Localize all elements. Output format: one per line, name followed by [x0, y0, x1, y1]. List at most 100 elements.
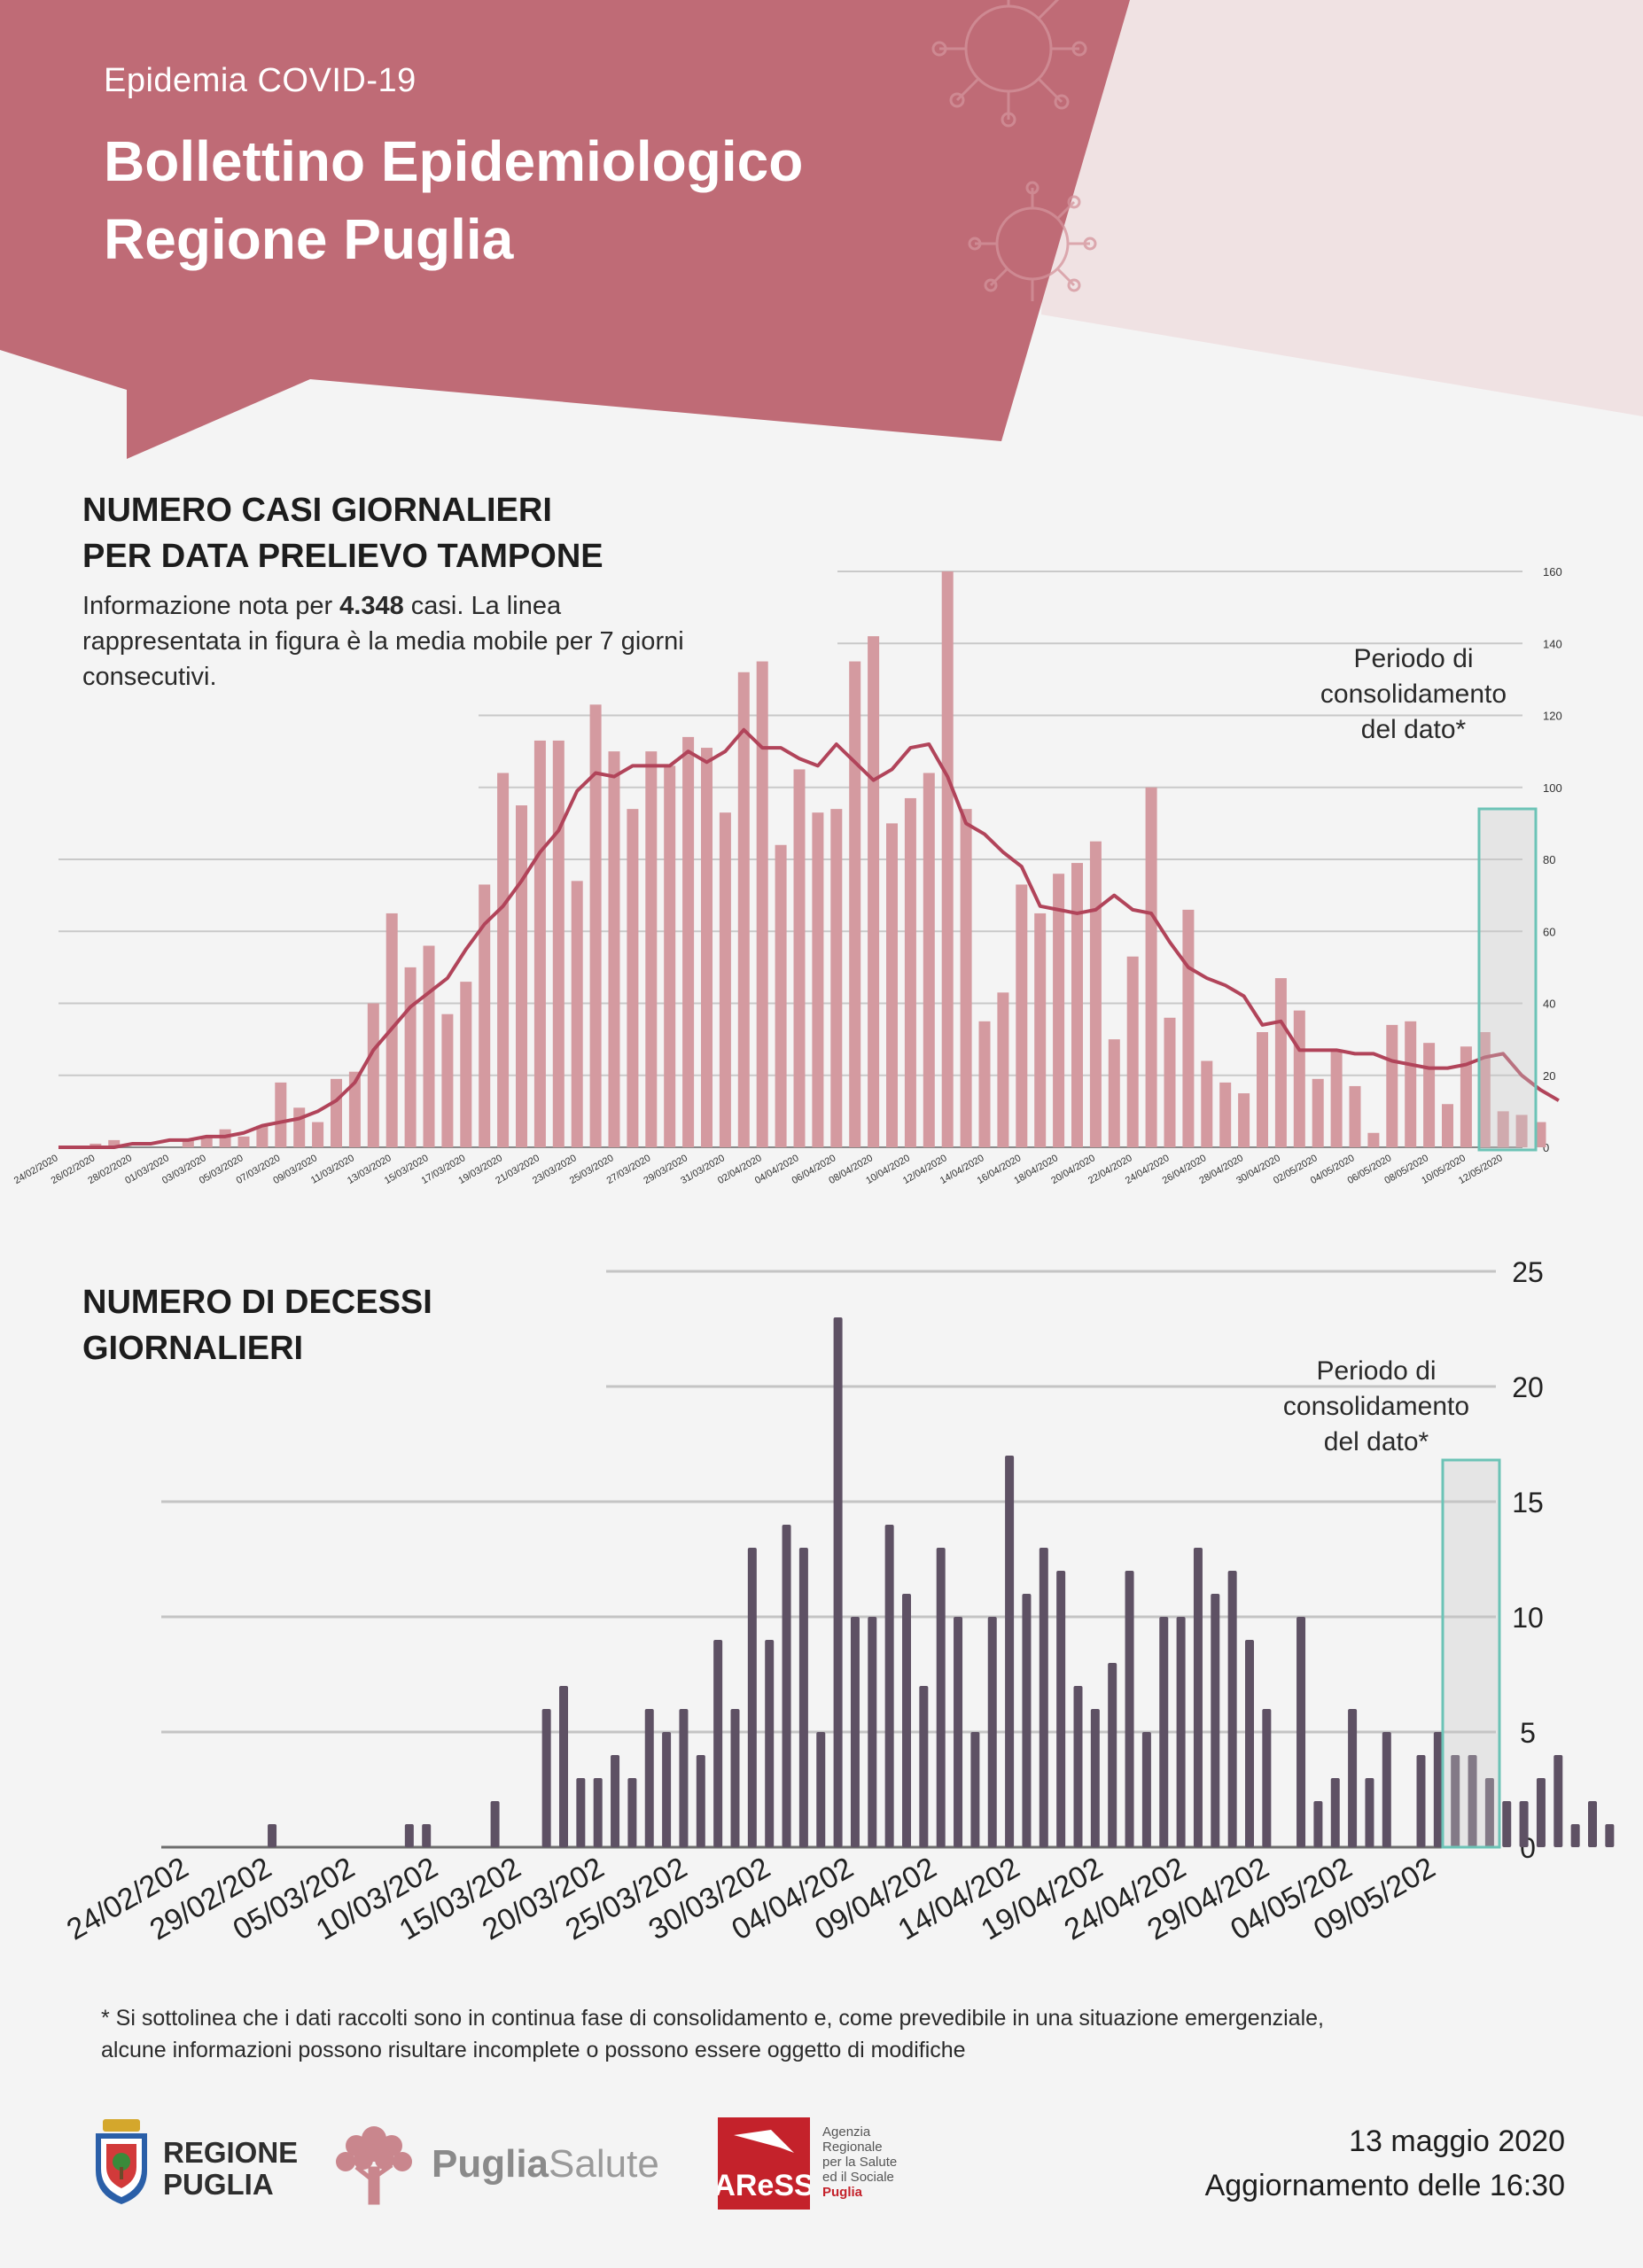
cases-bar: [1257, 1032, 1268, 1147]
deaths-bar: [627, 1778, 637, 1847]
cases-bar: [1460, 1046, 1472, 1147]
cases-desc-after: casi. La linea rappresentata in figura è…: [82, 592, 684, 691]
deaths-bar: [1348, 1709, 1358, 1847]
aress-line5: Puglia: [822, 2185, 863, 2200]
cases-bar: [552, 740, 565, 1147]
deaths-bar: [1141, 1732, 1151, 1847]
header-banner-shape: [0, 0, 1130, 459]
cases-bar: [812, 812, 824, 1147]
cases-y-tick-label: 100: [1543, 781, 1562, 795]
cases-y-tick-label: 20: [1543, 1069, 1555, 1083]
cases-cons-line2: consolidamento: [1320, 680, 1507, 709]
cases-bar: [1497, 1111, 1509, 1147]
cases-bar: [978, 1021, 991, 1147]
regione-line1: REGIONE: [163, 2136, 299, 2169]
page-title: Bollettino Epidemiologico Regione Puglia: [104, 122, 803, 278]
deaths-bar: [1262, 1709, 1272, 1847]
deaths-bar: [541, 1709, 551, 1847]
deaths-bar: [1433, 1732, 1443, 1847]
header-background: [0, 0, 1643, 459]
regione-puglia-logo-text: REGIONE PUGLIA: [163, 2137, 298, 2201]
cases-y-tick-label: 140: [1543, 637, 1562, 650]
cases-bar: [664, 765, 676, 1147]
cases-bar: [1182, 909, 1195, 1147]
deaths-bar: [833, 1317, 843, 1847]
cases-chart: 02040608010012014016024/02/202026/02/202…: [12, 565, 1562, 1186]
deaths-cons-line1: Periodo di: [1316, 1356, 1437, 1386]
cases-bar: [1515, 1115, 1528, 1147]
cases-bar: [830, 809, 843, 1147]
deaths-bar: [1502, 1801, 1512, 1847]
cases-bar: [1330, 1050, 1343, 1147]
cases-bar: [960, 809, 972, 1147]
cases-bar: [1016, 884, 1028, 1147]
cases-bar: [682, 736, 695, 1147]
deaths-bar: [936, 1548, 946, 1847]
deaths-bar: [1125, 1571, 1134, 1847]
deaths-bar: [1519, 1801, 1529, 1847]
cases-bar: [1071, 863, 1083, 1147]
aress-line2: Regionale: [822, 2140, 883, 2155]
cases-consolidation-note: Periodo di consolidamento del dato*: [1294, 641, 1533, 748]
deaths-y-tick-label: 10: [1512, 1602, 1544, 1634]
cases-consolidation-box: [1477, 807, 1538, 1152]
aress-logo-icon: AReSS: [718, 2117, 810, 2210]
deaths-bar: [970, 1732, 980, 1847]
cases-y-tick-label: 80: [1543, 853, 1555, 866]
deaths-bar: [696, 1755, 705, 1847]
deaths-bar: [1605, 1824, 1615, 1847]
deaths-bar: [730, 1709, 740, 1847]
deaths-bar: [1570, 1824, 1580, 1847]
cases-y-tick-label: 0: [1543, 1141, 1549, 1154]
deaths-bar: [611, 1755, 620, 1847]
deaths-chart-title: NUMERO DI DECESSI GIORNALIERI: [82, 1279, 432, 1371]
deaths-bar: [919, 1686, 929, 1847]
deaths-bar: [1296, 1617, 1306, 1847]
cases-bar: [1312, 1078, 1324, 1147]
cases-bar: [479, 884, 491, 1147]
cases-bar: [1534, 1122, 1546, 1147]
deaths-y-tick-label: 5: [1520, 1717, 1536, 1749]
deaths-chart: 051015202524/02/20229/02/20205/03/20210/…: [61, 1256, 1615, 1947]
deaths-bar: [954, 1617, 963, 1847]
cases-chart-title: NUMERO CASI GIORNALIERI PER DATA PRELIEV…: [82, 487, 603, 579]
cases-bar: [886, 823, 898, 1147]
page-title-line2: Regione Puglia: [104, 207, 514, 271]
update-time: Aggiornamento delle 16:30: [1204, 2169, 1565, 2202]
deaths-bar: [1245, 1640, 1254, 1847]
cases-bar: [775, 844, 787, 1147]
cases-bar: [108, 1139, 121, 1147]
cases-bar: [941, 571, 954, 1147]
cases-bar: [608, 751, 620, 1147]
cases-bar: [1219, 1082, 1232, 1147]
cases-bar: [275, 1082, 287, 1147]
cases-bar: [90, 1143, 102, 1147]
cases-bar: [997, 992, 1009, 1147]
cases-bar: [737, 672, 750, 1147]
cases-bar: [1386, 1024, 1398, 1147]
deaths-bar: [644, 1709, 654, 1847]
cases-bar: [719, 812, 731, 1147]
deaths-bar: [1588, 1801, 1597, 1847]
cases-bar: [293, 1107, 306, 1147]
deaths-consolidation-note: Periodo di consolidamento del dato*: [1257, 1354, 1496, 1460]
deaths-bar: [593, 1778, 603, 1847]
cases-bar: [1034, 913, 1047, 1147]
cases-desc-before: Informazione nota per: [82, 592, 340, 620]
deaths-bar: [765, 1640, 775, 1847]
cases-bar: [1238, 1093, 1250, 1147]
cases-bar: [1478, 1032, 1491, 1147]
cases-bar: [571, 881, 583, 1147]
deaths-bar: [679, 1709, 689, 1847]
deaths-bar: [576, 1778, 586, 1847]
deaths-bar: [1227, 1571, 1237, 1847]
cases-moving-average-line: [58, 727, 1560, 1149]
cases-bar: [1126, 956, 1139, 1147]
page-title-line1: Bollettino Epidemiologico: [104, 129, 804, 193]
footnote-line1: * Si sottolinea che i dati raccolti sono…: [101, 2006, 1324, 2031]
deaths-bar: [1159, 1617, 1169, 1847]
deaths-bar: [902, 1594, 911, 1847]
deaths-y-tick-label: 20: [1512, 1371, 1544, 1403]
cases-bar: [923, 773, 935, 1147]
deaths-bar: [884, 1525, 894, 1847]
